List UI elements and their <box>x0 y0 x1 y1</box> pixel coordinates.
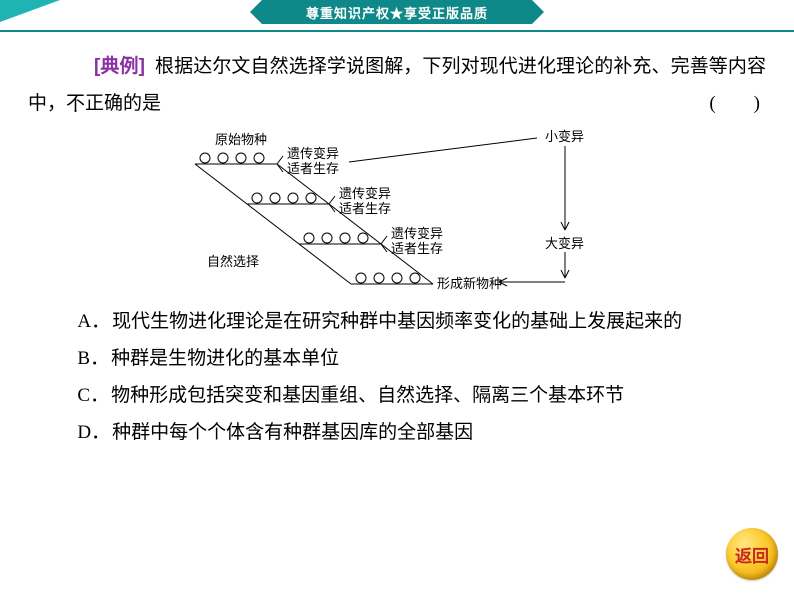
header-banner: 尊重知识产权★享受正版品质 <box>0 0 794 30</box>
option-b-text: 种群是生物进化的基本单位 <box>111 348 339 369</box>
return-button-label: 返回 <box>735 542 769 567</box>
return-button[interactable]: 返回 <box>726 528 778 580</box>
stem-not: 不 <box>66 93 85 114</box>
option-c[interactable]: C．物种形成包括突变和基因重组、自然选择、隔离三个基本环节 <box>28 377 766 414</box>
label-natural-selection: 自然选择 <box>207 254 259 269</box>
banner-text: 尊重知识产权★享受正版品质 <box>306 3 488 22</box>
stem-part2: 正确的是 <box>85 93 161 114</box>
content-area: [典例]根据达尔文自然选择学说图解，下列对现代进化理论的补充、完善等内容中，不正… <box>0 32 794 451</box>
option-c-text: 物种形成包括突变和基因重组、自然选择、隔离三个基本环节 <box>111 385 624 406</box>
label-hv-1: 遗传变异 <box>287 146 339 161</box>
label-small-variation: 小变异 <box>545 129 584 144</box>
label-sf-2: 适者生存 <box>339 201 391 216</box>
question-stem: [典例]根据达尔文自然选择学说图解，下列对现代进化理论的补充、完善等内容中，不正… <box>28 48 766 122</box>
corner-deco <box>0 0 60 22</box>
label-sf-1: 适者生存 <box>287 161 339 176</box>
label-hv-2: 遗传变异 <box>339 186 391 201</box>
answer-paren: ( ) <box>709 85 760 122</box>
options-block: A．现代生物进化理论是在研究种群中基因频率变化的基础上发展起来的 B．种群是生物… <box>28 303 766 451</box>
label-origin: 原始物种 <box>215 132 267 147</box>
label-sf-3: 适者生存 <box>391 241 443 256</box>
option-d[interactable]: D．种群中每个个体含有种群基因库的全部基因 <box>28 414 766 451</box>
evolution-diagram: 原始物种 遗传变异 适者生存 遗传变异 适 <box>177 126 617 301</box>
example-label: [典例] <box>94 56 145 77</box>
option-a[interactable]: A．现代生物进化理论是在研究种群中基因频率变化的基础上发展起来的 <box>28 303 766 340</box>
label-hv-3: 遗传变异 <box>391 226 443 241</box>
label-new-species: 形成新物种 <box>437 276 502 291</box>
banner-ribbon: 尊重知识产权★享受正版品质 <box>262 0 532 24</box>
option-a-text: 现代生物进化理论是在研究种群中基因频率变化的基础上发展起来的 <box>112 311 682 332</box>
option-d-text: 种群中每个个体含有种群基因库的全部基因 <box>112 422 473 443</box>
option-b[interactable]: B．种群是生物进化的基本单位 <box>28 340 766 377</box>
organisms-row-1 <box>195 153 277 164</box>
label-large-variation: 大变异 <box>545 236 584 251</box>
